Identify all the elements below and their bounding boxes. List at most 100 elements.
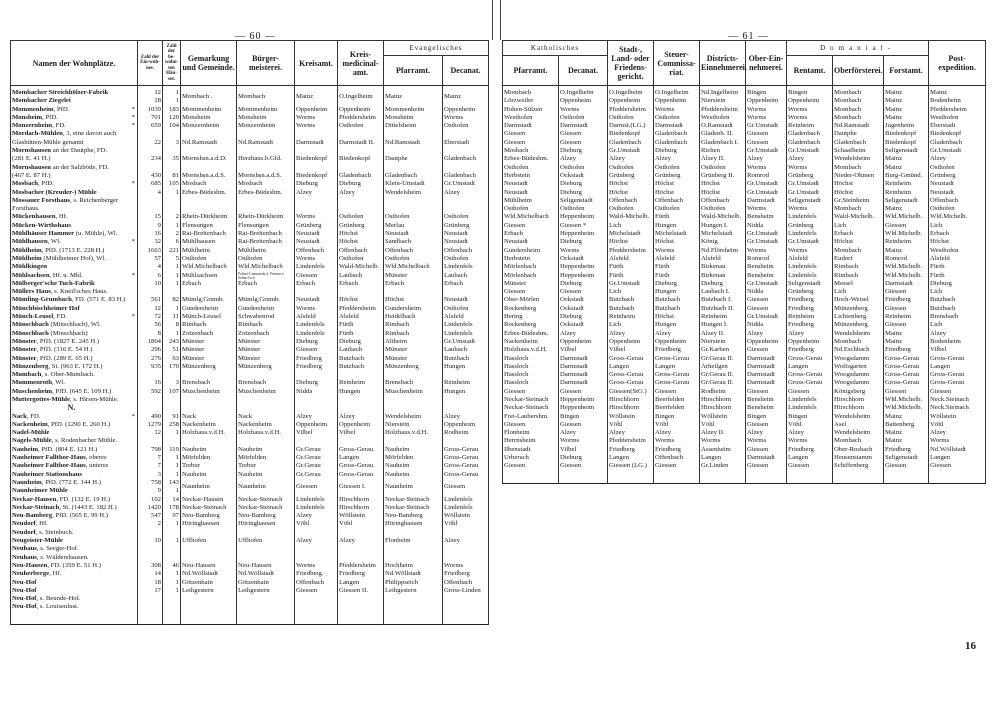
kreismedicinalamt-cell: Butzbach [337, 354, 384, 363]
place-name: Münschbach (Minschbach), Wl. [10, 321, 138, 330]
ev-pfarramt-cell: Münzenberg [383, 362, 443, 372]
table-row: Neuhaus, s. Seeger-Hof. [10, 545, 490, 554]
kreismedicinalamt-cell: Hungen [337, 387, 384, 396]
forstamt-cell: Mainz [883, 205, 930, 214]
kreismedicinalamt-cell [337, 595, 384, 604]
gericht-cell: Grünberg [607, 171, 655, 181]
rentamt-cell: Alzey [786, 155, 834, 164]
einwohner-count: 276 [137, 354, 163, 363]
table-row: Mückenhausen, Hf. 15 2 Rhein-Dürkheim Rhein-… [10, 213, 490, 222]
ev-pfarramt-cell: Sandbach [383, 238, 443, 247]
ober-cell: Oppenheim [745, 97, 788, 106]
gericht-cell: O.Ingelheim [607, 85, 655, 98]
gericht-cell: Lich [607, 221, 655, 231]
districts-cell: Birkenau [699, 271, 747, 280]
table-row: Mörlenbach Heppenheim Fürth Fürth Birkenau Be… [502, 263, 987, 272]
table-row: Mombacher Streichhölzer-Fabrik 12 1 Mombach… [10, 85, 490, 106]
einwohner-count: 32 [137, 238, 163, 247]
ober-cell: Alzey [745, 429, 788, 438]
districts-cell: Assenheim [699, 445, 747, 455]
post-cell: Alzey [928, 329, 987, 338]
header-forstamt: Forstamt. [883, 55, 930, 86]
districts-cell: Reinheim [699, 313, 747, 322]
table-row: Herrnsheim Worms Pfeddersheim Worms Worms Wor… [502, 437, 987, 446]
empty-cell [502, 470, 559, 484]
oberfoersterei-cell: Mombach [832, 437, 885, 446]
oberfoersterei-cell: Eudorf [832, 254, 885, 264]
districts-cell: Westhofen [699, 113, 747, 123]
einwohner-count: 685 [137, 180, 163, 189]
table-row: Münchbischheimer Hof 12 1 Gundersheim Gunder… [10, 304, 490, 314]
einwohner-count: 102 [137, 495, 163, 504]
place-name-bold: Nauheimer Stationshaus [12, 470, 82, 478]
ev-pfarramt-cell: Nierstein [383, 420, 443, 430]
forstamt-cell: Wld.Michelb. [883, 404, 930, 413]
einwohner-count [137, 395, 163, 405]
place-name-bold: Nauheimer Fallthor-Haus [12, 462, 86, 470]
table-row: Hassloch Darmstadt Gross-Gerau Gross-Gerau G… [502, 371, 987, 380]
forstamt-cell: Wld.Michelb. [883, 213, 930, 222]
place-name: Nackenheim, PfD. (1290 E. 260 H.) [10, 420, 138, 430]
einwohner-count [137, 545, 163, 554]
post-cell: Neustadt [928, 180, 987, 189]
ober-cell: Gr.Umstadt [745, 122, 788, 131]
steuer-cell: Worms [653, 437, 701, 446]
forstamt-cell: Seligenstadt [883, 147, 930, 156]
ev-pfarramt-cell: Höchst [383, 296, 443, 305]
forstamt-cell: Giessen [883, 221, 930, 231]
buergermeisterei-cell: Rai-Breitenbach [236, 238, 295, 247]
kath-pfarramt-cell: Wld.Michelbach [502, 213, 559, 222]
einwohner-count [137, 553, 163, 562]
einwohner-count: 1420 [137, 503, 163, 513]
haeuser-count: 258 [162, 420, 181, 430]
haeuser-count: 1 [162, 537, 181, 546]
table-row: Neckar-Steinach Heppenheim Hirschhorn Beerf… [502, 404, 987, 413]
post-cell: Vilbel [928, 346, 987, 355]
post-cell: Worms [928, 437, 987, 446]
haeuser-count: 51 [162, 346, 181, 355]
haeuser-count: 1 [162, 263, 181, 272]
ober-cell: Gr.Umstadt [745, 238, 788, 247]
einwohner-count [137, 371, 163, 380]
rentamt-cell: Langen [786, 362, 834, 372]
kath-decanat-cell: Osthofen [557, 205, 609, 214]
ev-pfarramt-cell [383, 395, 443, 405]
gemarkung-cell: Mommenheim [180, 105, 237, 114]
buergermeisterei-cell [236, 288, 295, 297]
kath-pfarramt-cell: Nackenheim [502, 337, 559, 347]
buergermeisterei-cell: Schwabenrod [236, 313, 295, 322]
header-post: Post-expedition. [928, 40, 987, 86]
steuer-cell: Giessen [653, 462, 701, 471]
districts-cell: Gr.Gerau II. [699, 371, 747, 380]
gemarkung-cell: Erbes-Büdeshm. [180, 188, 237, 197]
place-name: Mumbach, s. Ober-Mumbach. [10, 371, 138, 380]
kreismedicinalamt-cell: Friedberg [337, 570, 384, 579]
buergermeisterei-cell [236, 553, 295, 562]
kath-decanat-cell: Ockstadt [557, 254, 609, 264]
table-row: Neuhaus, s. Wäldershausen. [10, 553, 490, 562]
place-name-detail: , PfD. [53, 105, 70, 113]
kreisamt-cell: Worms [294, 304, 338, 314]
haeuser-count: 2 [162, 213, 181, 222]
kath-pfarramt-cell: Giessen [502, 462, 559, 471]
header-haeuser: Zahl der be-wohn-ten Häu-ser. [162, 40, 181, 86]
table-row-bottom-padding [10, 611, 490, 625]
gemarkung-cell: Zotzenbach [180, 329, 237, 338]
steuer-cell: Höchst [653, 313, 701, 322]
empty-cell [180, 404, 237, 413]
place-name-detail: , s. Ober-Mumbach. [41, 371, 95, 379]
place-name-bold: Münster [12, 337, 37, 345]
empty-cell [745, 470, 788, 484]
ev-decanat-cell [441, 371, 490, 380]
gemarkung-cell [180, 595, 237, 604]
rentamt-cell: Worms [786, 437, 834, 446]
table-row: Mornshausen an der Dautphe, FD. (281 E. … [10, 147, 490, 164]
rentamt-cell: Giessen [786, 462, 834, 471]
empty-cell [180, 611, 237, 625]
buergermeisterei-cell [236, 603, 295, 612]
kath-pfarramt-cell: Hohen-Sülzen [502, 105, 559, 114]
gemarkung-cell [180, 437, 237, 446]
haeuser-count: 1 [162, 578, 181, 587]
place-name-bold: Mühlsachsen [12, 271, 50, 279]
steuer-cell: Gladenbach [653, 130, 701, 139]
